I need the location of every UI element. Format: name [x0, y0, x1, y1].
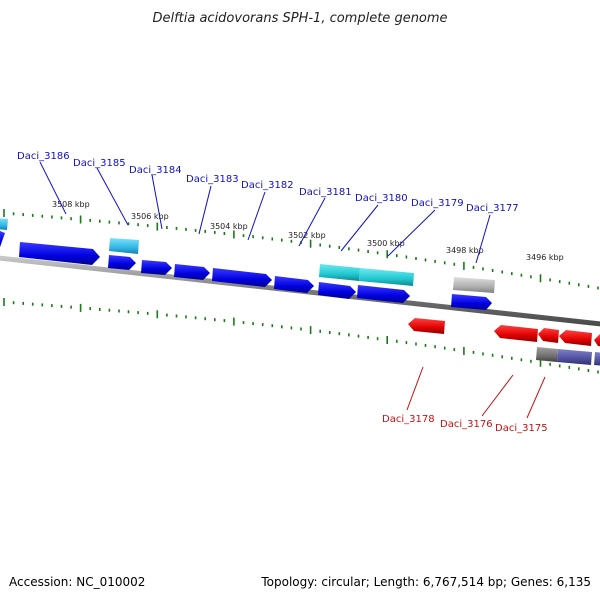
- slate-feature[interactable]: [557, 349, 592, 365]
- gene-label-daci-3186[interactable]: Daci_3186: [17, 151, 70, 162]
- gene-arrow[interactable]: [559, 330, 592, 346]
- forward-gene-labels: [39, 161, 491, 264]
- leader-line: [387, 209, 436, 257]
- tick-label: 3506 kbp: [131, 212, 169, 221]
- gene-label-daci-3179[interactable]: Daci_3179: [411, 198, 464, 209]
- leader-line: [151, 174, 163, 230]
- tick-label: 3500 kbp: [367, 239, 405, 248]
- leader-line: [340, 204, 379, 252]
- forward-features: [0, 218, 495, 310]
- tick-label: 3496 kbp: [526, 253, 564, 262]
- gene-label-daci-3183[interactable]: Daci_3183: [186, 174, 239, 185]
- gene-label-daci-3185[interactable]: Daci_3185: [73, 158, 126, 169]
- gene-label-daci-3180[interactable]: Daci_3180: [355, 193, 408, 204]
- gene-arrow[interactable]: [451, 294, 492, 310]
- tick-label: 3504 kbp: [210, 222, 248, 231]
- gene-arrow[interactable]: [108, 255, 136, 270]
- dark-feature[interactable]: [536, 347, 558, 362]
- gene-arrow[interactable]: [19, 242, 100, 265]
- leader-line: [298, 197, 326, 247]
- leader-line: [247, 191, 266, 241]
- outer-tick-ring: [3, 209, 599, 290]
- leader-line: [39, 161, 67, 215]
- gene-label-daci-3181[interactable]: Daci_3181: [299, 187, 352, 198]
- slate-feature[interactable]: [594, 352, 600, 366]
- gene-arrow[interactable]: [0, 231, 5, 250]
- leader-line: [406, 366, 424, 411]
- gene-arrow[interactable]: [318, 282, 356, 299]
- map-title: Delftia acidovorans SPH-1, complete geno…: [152, 11, 447, 26]
- genome-summary-text: Topology: circular; Length: 6,767,514 bp…: [260, 575, 591, 589]
- gene-arrow[interactable]: [494, 325, 538, 342]
- leader-line: [198, 185, 212, 235]
- leader-line: [481, 374, 514, 417]
- leader-line: [475, 214, 491, 264]
- tick-label: 3498 kbp: [446, 246, 484, 255]
- gene-label-daci-3178[interactable]: Daci_3178: [382, 414, 435, 425]
- gene-arrow[interactable]: [594, 334, 600, 347]
- gene-arrow[interactable]: [141, 260, 172, 275]
- cyan-feature[interactable]: [0, 218, 8, 230]
- gene-label-daci-3176[interactable]: Daci_3176: [440, 419, 493, 430]
- cyan-feature[interactable]: [359, 268, 414, 286]
- reverse-gene-labels: [406, 366, 546, 419]
- gray-feature[interactable]: [453, 277, 495, 293]
- accession-text: Accession: NC_010002: [9, 575, 145, 589]
- cyan-feature[interactable]: [109, 238, 139, 254]
- gene-arrow[interactable]: [274, 276, 314, 293]
- gene-arrow[interactable]: [408, 318, 445, 334]
- gene-label-daci-3182[interactable]: Daci_3182: [241, 180, 294, 191]
- gene-label-daci-3175[interactable]: Daci_3175: [495, 423, 548, 434]
- reverse-features: [408, 318, 600, 366]
- tick-label: 3508 kbp: [52, 200, 90, 209]
- gene-label-daci-3184[interactable]: Daci_3184: [129, 165, 182, 176]
- tick-label: 3502 kbp: [288, 231, 326, 240]
- gene-arrow[interactable]: [538, 328, 559, 343]
- leader-line: [526, 376, 546, 419]
- gene-arrow[interactable]: [174, 264, 210, 280]
- gene-arrow[interactable]: [212, 268, 272, 287]
- gene-label-daci-3177[interactable]: Daci_3177: [466, 203, 519, 214]
- gene-arrow[interactable]: [357, 285, 410, 303]
- leader-line: [96, 167, 129, 226]
- cyan-feature[interactable]: [319, 264, 360, 281]
